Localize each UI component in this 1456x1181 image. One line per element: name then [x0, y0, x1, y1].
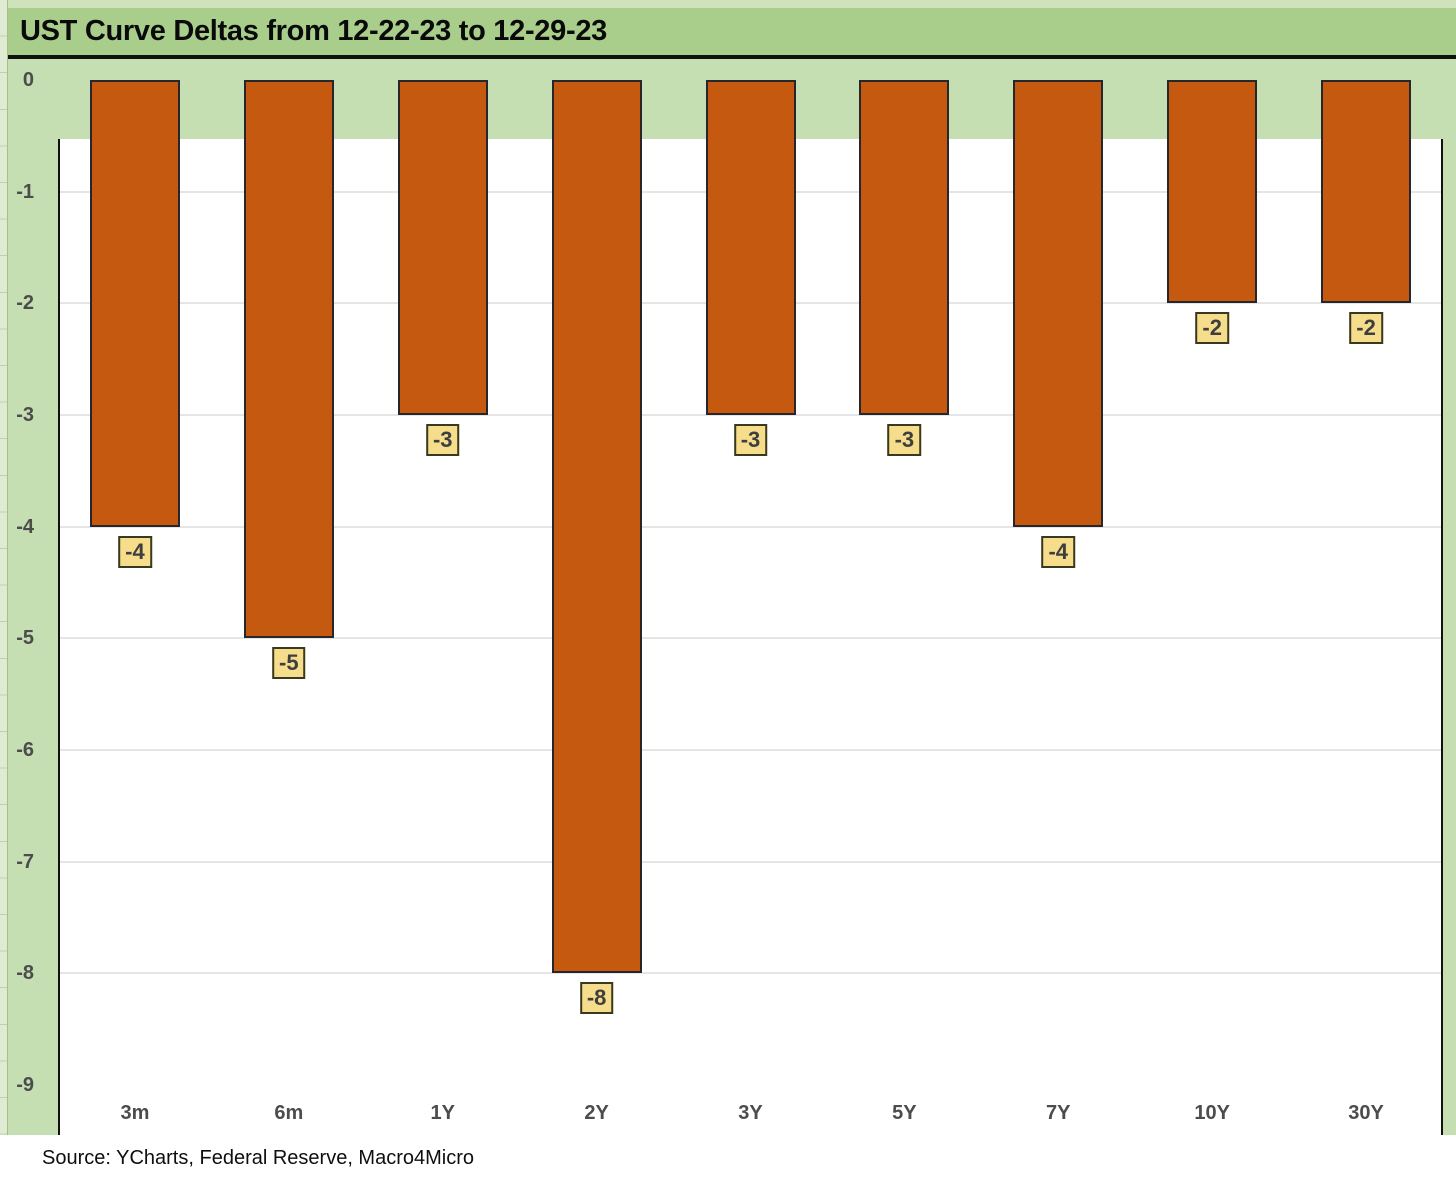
bar-value-label: -8: [579, 982, 614, 1015]
bar: [1321, 80, 1412, 304]
bar-value-label: -3: [887, 424, 922, 456]
x-tick-label: 7Y: [1046, 1102, 1071, 1124]
chart-title-band: UST Curve Deltas from 12-22-23 to 12-29-…: [8, 8, 1456, 55]
y-tick-label: -3: [16, 404, 34, 426]
bar-value-label: -2: [1349, 312, 1383, 345]
y-tick-label: -4: [16, 515, 34, 538]
grid-line: [60, 860, 1441, 863]
grid-line: [60, 525, 1441, 528]
source-text: Source: YCharts, Federal Reserve, Macro4…: [42, 1146, 475, 1169]
bar-value-label: -3: [733, 424, 768, 456]
bar: [1167, 80, 1258, 304]
bar-value-label: -3: [425, 424, 460, 456]
worksheet-top-edge: [0, 0, 1456, 8]
bar-value-label: -2: [1195, 312, 1229, 345]
x-tick-label: 3m: [120, 1102, 150, 1124]
source-band: Source: YCharts, Federal Reserve, Macro4…: [0, 1135, 1456, 1181]
x-tick-label: 3Y: [738, 1102, 763, 1124]
x-tick-label: 5Y: [892, 1102, 917, 1124]
x-tick-label: 10Y: [1194, 1102, 1230, 1124]
y-tick-label: -8: [16, 962, 34, 985]
bar: [397, 80, 488, 415]
y-tick-label: 0: [22, 69, 34, 91]
bar: [551, 80, 642, 974]
bar-value-label: -4: [118, 535, 152, 568]
bar: [705, 80, 796, 415]
bar: [1013, 80, 1104, 527]
bar: [859, 80, 950, 415]
x-tick-label: 2Y: [584, 1102, 609, 1124]
y-tick-label: -2: [16, 292, 34, 315]
title-divider-line: [8, 55, 1456, 59]
y-tick-label: -7: [16, 850, 34, 873]
worksheet-left-edge: [0, 0, 8, 1135]
y-tick-label: -1: [16, 180, 34, 203]
bar: [89, 80, 180, 527]
chart-title: UST Curve Deltas from 12-22-23 to 12-29-…: [20, 15, 607, 47]
bar-value-label: -4: [1041, 535, 1076, 568]
bar-value-label: -5: [272, 647, 306, 680]
x-tick-label: 1Y: [430, 1102, 455, 1124]
grid-line: [60, 749, 1441, 751]
y-tick-label: -5: [16, 627, 34, 650]
x-tick-label: 6m: [274, 1102, 304, 1124]
x-tick-label: 30Y: [1348, 1102, 1384, 1124]
y-tick-label: -6: [16, 739, 34, 761]
grid-line: [60, 637, 1441, 640]
grid-line: [60, 972, 1441, 975]
bar: [243, 80, 334, 639]
grid-line: [60, 414, 1441, 416]
y-tick-label: -9: [16, 1074, 34, 1096]
